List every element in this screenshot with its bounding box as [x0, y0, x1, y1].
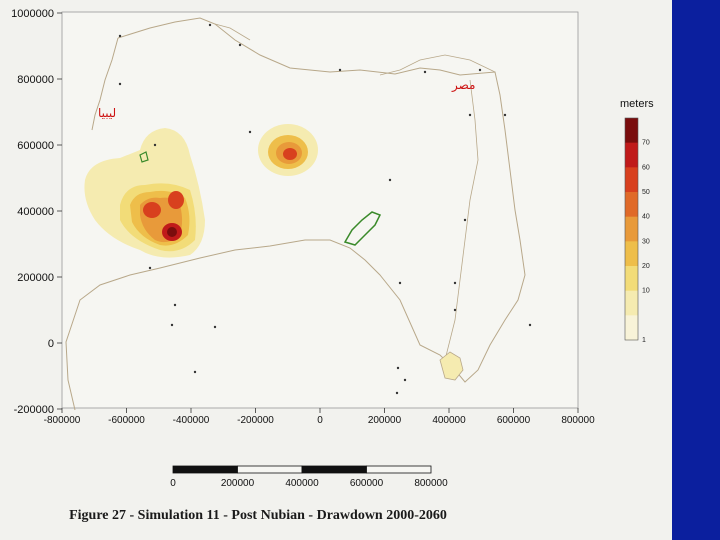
x-tick-label: 0: [317, 415, 323, 426]
legend-color-swatch: [625, 241, 638, 267]
legend-tick-label: 20: [642, 263, 650, 270]
qattara-lake-outline: [343, 211, 382, 246]
coast: [214, 23, 496, 76]
scale-bar-segment: [301, 465, 367, 474]
egypt-label: مصر: [451, 78, 475, 93]
scale-bar-segment: [172, 465, 238, 474]
lake-nasser-outline: [439, 351, 464, 381]
drawdown-contours-siwa: [258, 124, 318, 176]
legend-tick-label: 30: [642, 238, 650, 245]
x-tick-label: 200000: [368, 415, 402, 426]
town-markers: [118, 23, 532, 395]
drawdown-map: 10000008000006000004000002000000-200000 …: [11, 8, 654, 489]
scale-bar-label: 200000: [221, 478, 255, 489]
scale-bar-label: 0: [170, 478, 176, 489]
x-tick-label: -200000: [237, 415, 274, 426]
y-tick-label: -200000: [14, 404, 54, 416]
y-tick-label: 600000: [17, 140, 54, 152]
y-tick-label: 800000: [17, 74, 54, 86]
x-axis: -800000 -600000 -400000 -200000 0 200000 40000…: [44, 408, 595, 426]
legend-colorbar-frame: [624, 117, 639, 341]
scale-bar: 0 200000 400000 600000 800000: [170, 465, 448, 489]
x-tick-label: 400000: [432, 415, 466, 426]
scale-bar-segment: [366, 465, 432, 474]
scale-bar-label: 400000: [285, 478, 319, 489]
legend-color-swatch: [625, 118, 638, 144]
y-tick-label: 0: [48, 338, 54, 350]
y-tick-label: 1000000: [11, 8, 54, 20]
x-tick-label: -400000: [173, 415, 210, 426]
legend-tick-label: 50: [642, 189, 650, 196]
legend-title: meters: [620, 98, 654, 110]
x-tick-label: -800000: [44, 415, 81, 426]
figure-caption: Figure 27 - Simulation 11 - Post Nubian …: [69, 508, 447, 523]
drawdown-contours-libya: [84, 128, 205, 258]
y-tick-label: 200000: [17, 272, 54, 284]
western-border: [91, 37, 119, 131]
legend-color-swatch: [625, 216, 638, 242]
y-tick-label: 400000: [17, 206, 54, 218]
x-tick-label: -600000: [108, 415, 145, 426]
scale-bar-label: 600000: [350, 478, 384, 489]
legend-tick-label: 40: [642, 214, 650, 221]
scale-bar-label: 800000: [414, 478, 448, 489]
legend-color-swatch: [625, 192, 638, 218]
libya-egypt-boundary: [65, 17, 526, 411]
small-lake-outline: [139, 151, 149, 163]
y-axis: 1000000 800000 600000 400000 200000 0 -200000: [11, 8, 62, 416]
nile-valley: [444, 79, 479, 361]
scale-bar-segment: [237, 465, 303, 474]
legend-color-swatch: [625, 266, 638, 292]
x-tick-label: 800000: [561, 415, 595, 426]
legend-colorbar: 70 60 50 40 30 20 10 1: [624, 117, 650, 344]
blue-sidebar: [672, 0, 720, 540]
legend-tick-label: 60: [642, 164, 650, 171]
legend-color-swatch: [625, 315, 638, 341]
legend-tick-label: 70: [642, 140, 650, 147]
legend-color-swatch: [625, 167, 638, 193]
x-tick-label: 600000: [497, 415, 531, 426]
legend-color-swatch: [625, 142, 638, 168]
legend-tick-label: 1: [642, 337, 646, 344]
libya-label: ليبيا: [98, 106, 116, 120]
legend-color-swatch: [625, 290, 638, 316]
legend-tick-label: 10: [642, 288, 650, 295]
